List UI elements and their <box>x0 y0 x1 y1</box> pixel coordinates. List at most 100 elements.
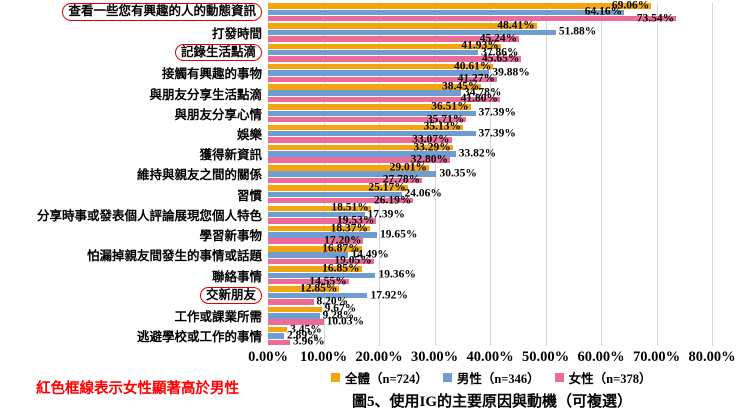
data-label-female: 14.55% <box>309 274 347 287</box>
data-label-overall: 40.61% <box>454 59 492 72</box>
significance-note: 紅色框線表示女性顯著高於男性 <box>36 381 239 397</box>
bar-overall <box>268 266 362 272</box>
axis-tick-label: 30.00% <box>410 349 459 365</box>
gridline <box>656 2 658 346</box>
data-label-overall: 16.85% <box>322 262 360 275</box>
data-label-male: 64.16% <box>584 5 623 18</box>
bar-overall <box>268 165 429 171</box>
bar-overall <box>268 246 362 252</box>
data-label-overall: 33.29% <box>413 140 451 153</box>
bar-overall <box>268 185 408 191</box>
category-label-text: 工作或課業所需 <box>174 310 262 325</box>
category-label: 交新朋友 <box>0 285 262 305</box>
data-label-overall: 12.85% <box>299 282 338 295</box>
legend-swatch-icon <box>554 373 564 382</box>
category-label-text: 接觸有興趣的事物 <box>161 67 262 82</box>
bar-female <box>268 116 467 123</box>
legend-item-male: 男性（n=346） <box>442 368 540 387</box>
gridline <box>490 2 491 346</box>
data-label-female: 41.27% <box>457 72 496 85</box>
category-label: 與朋友分享生活點滴 <box>0 83 262 103</box>
plot-area: 69.06% 48.41% 41.93% 40.61% 38.45% 36.51% 35.1… <box>268 0 713 348</box>
category-label: 學習新事物 <box>0 225 262 245</box>
bar-overall <box>268 23 537 29</box>
bar-overall <box>268 84 482 90</box>
bar-overall <box>268 43 501 50</box>
data-label-female: 45.24% <box>479 32 518 45</box>
data-label-overall: 9.67% <box>324 302 357 315</box>
bar-overall <box>268 104 471 110</box>
data-label-female: 10.03% <box>326 315 365 328</box>
category-label: 獲得新資訊 <box>0 144 262 164</box>
axis-tick-label: 70.00% <box>632 349 681 365</box>
legend-item-female: 女性（n=378） <box>554 368 652 387</box>
data-label-female: 27.78% <box>382 173 421 186</box>
data-label-overall: 48.41% <box>497 19 535 32</box>
data-label-male: 37.39% <box>478 106 516 119</box>
bar-female <box>268 96 500 103</box>
category-label-text: 維持與親友之間的關係 <box>136 168 262 183</box>
bar-female <box>268 177 423 184</box>
category-label-text: 與朋友分享生活點滴 <box>149 87 262 102</box>
data-label-male: 24.06% <box>404 187 442 200</box>
category-label-text: 娛樂 <box>236 128 262 143</box>
data-label-female: 32.80% <box>410 153 449 166</box>
legend-swatch-icon <box>442 373 452 382</box>
legend-label: 女性（n=378） <box>568 372 652 386</box>
bar-male <box>268 252 349 258</box>
category-label-text: 打發時間 <box>211 26 262 41</box>
data-label-female: 41.80% <box>460 92 498 105</box>
category-label: 習慣 <box>0 184 262 204</box>
category-label: 查看一些您有興趣的人的動態資訊 <box>0 2 262 22</box>
gridline <box>601 2 602 346</box>
category-label: 工作或課業所需 <box>0 306 262 326</box>
data-label-male: 19.36% <box>378 268 416 281</box>
bar-overall <box>268 286 340 292</box>
bar-male <box>268 313 320 319</box>
data-label-overall: 36.51% <box>431 100 469 113</box>
bar-male <box>268 333 285 339</box>
legend: 全體（n=724） 男性（n=346） 女性（n=378） <box>331 368 651 387</box>
bar-male <box>268 9 625 15</box>
data-label-female: 35.71% <box>426 112 465 125</box>
gridline <box>545 2 547 346</box>
x-axis: 0.00% 10.00% 20.00% 30.00% 40.00% 50.00% 60.00… <box>248 349 736 365</box>
bar-female <box>268 278 349 285</box>
bar-male <box>268 130 476 137</box>
data-label-male: 37.86% <box>481 45 519 58</box>
data-label-female: 19.05% <box>334 254 372 267</box>
axis-tick-label: 40.00% <box>466 349 514 365</box>
data-label-male: 51.88% <box>558 25 597 38</box>
category-label: 與朋友分享心情 <box>0 103 262 123</box>
category-label-text: 與朋友分享心情 <box>174 107 262 122</box>
data-label-male: 9.28% <box>322 309 355 322</box>
bar-male <box>268 110 476 117</box>
axis-tick-label: 60.00% <box>577 349 625 365</box>
bar-overall <box>268 205 371 212</box>
legend-swatch-icon <box>331 373 340 382</box>
axis-tick-label: 80.00% <box>688 349 736 365</box>
bar-male <box>268 211 365 218</box>
highlight-box: 查看一些您有興趣的人的動態資訊 <box>62 3 262 21</box>
bar-male <box>268 191 402 198</box>
bar-male <box>268 49 479 56</box>
data-label-female: 33.07% <box>412 133 450 146</box>
data-label-female: 3.96% <box>292 335 325 348</box>
bar-male <box>268 171 437 177</box>
bar-female <box>268 157 451 163</box>
category-label-text: 學習新事物 <box>199 229 262 244</box>
data-label-male: 14.49% <box>351 248 389 261</box>
bar-female <box>268 238 364 244</box>
bar-overall <box>268 63 494 70</box>
data-label-female: 17.20% <box>324 234 362 247</box>
data-label-female: 45.65% <box>481 52 520 65</box>
bar-female <box>268 76 498 82</box>
data-label-female: 73.54% <box>636 11 675 24</box>
axis-tick-label: 10.00% <box>299 349 348 365</box>
axis-tick-label: 20.00% <box>355 349 403 365</box>
category-label: 記錄生活點滴 <box>0 42 262 62</box>
legend-label: 男性（n=346） <box>456 372 540 386</box>
bar-female <box>268 36 520 42</box>
category-label-text: 習慣 <box>236 188 262 203</box>
